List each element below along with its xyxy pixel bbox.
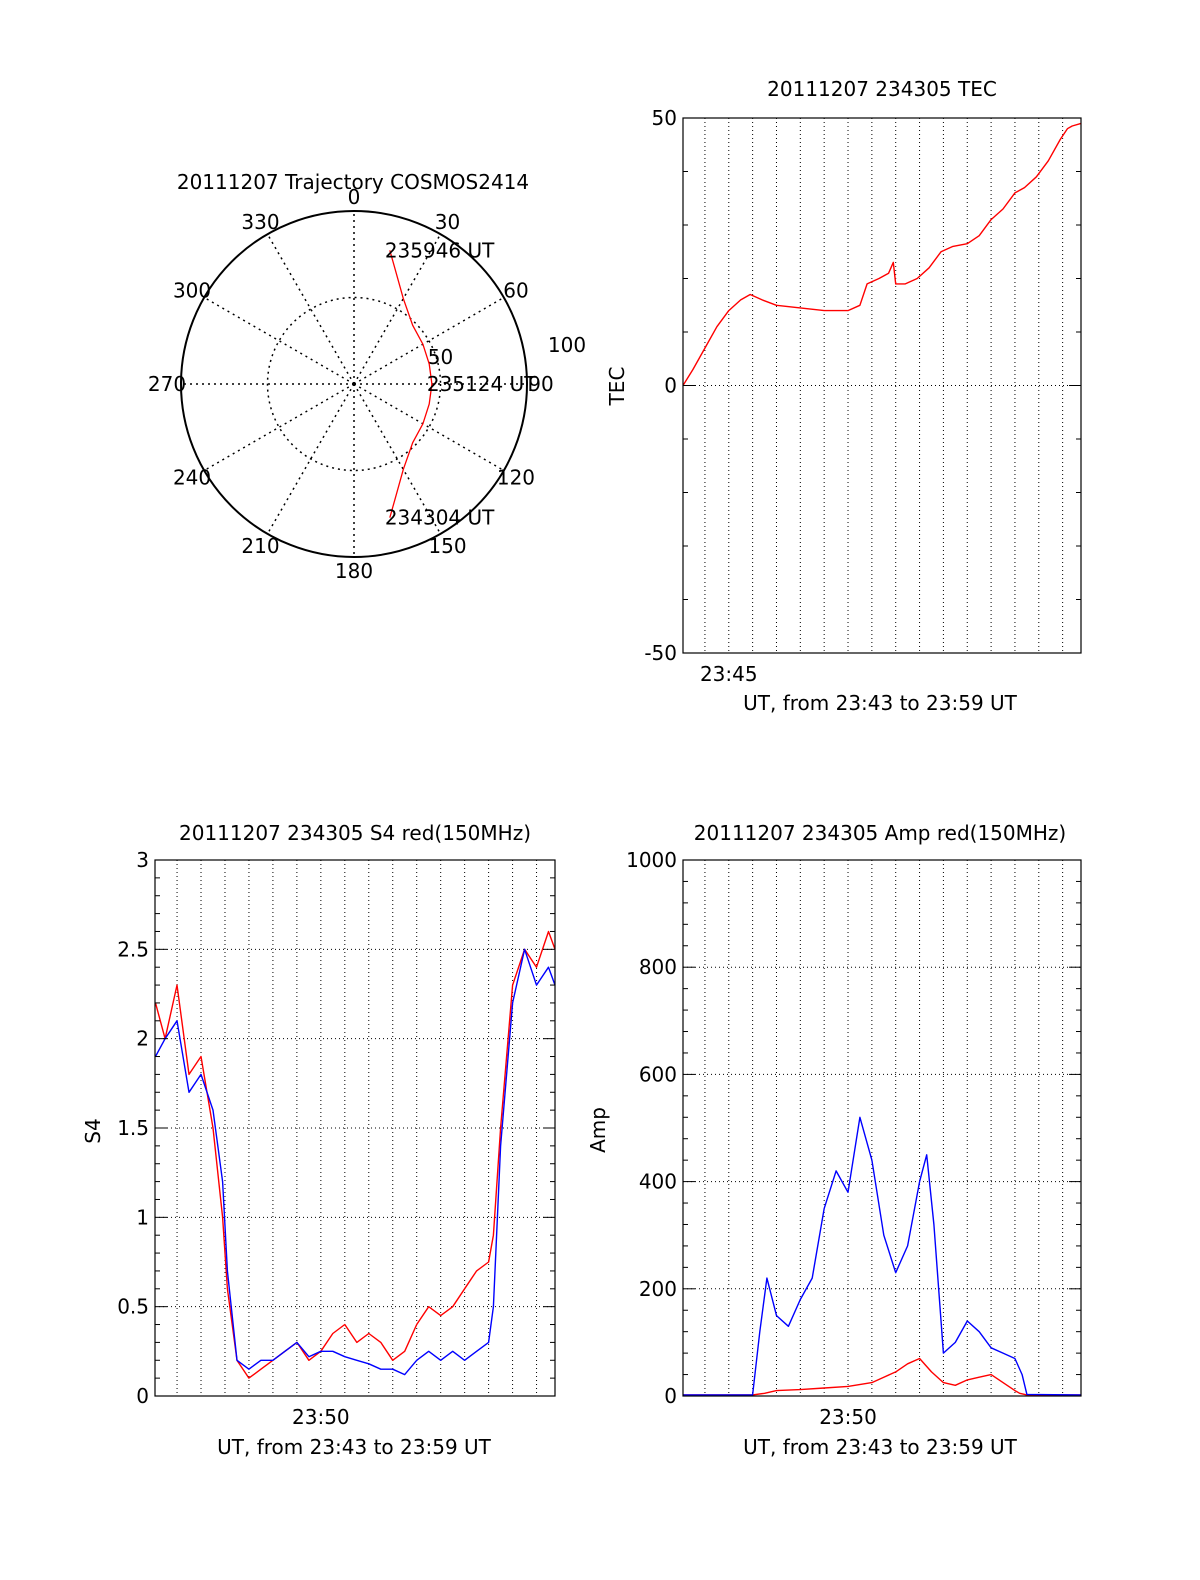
amp-series-blue <box>683 1116 1082 1396</box>
amp-title: 20111207 234305 Amp red(150MHz) <box>694 821 1066 845</box>
polar-angle-label-270: 270 <box>148 372 186 396</box>
polar-angle-label-210: 210 <box>241 534 279 558</box>
polar-radial-label-100: 100 <box>548 333 586 357</box>
amp-ytick-label: 200 <box>639 1277 677 1301</box>
s4-ytick-label: 0 <box>136 1384 149 1408</box>
tec-ytick-label: -50 <box>644 641 677 665</box>
amp-ytick-label: 0 <box>664 1384 677 1408</box>
s4-ytick-label: 0.5 <box>117 1295 149 1319</box>
amp-xtick-label: 23:50 <box>819 1405 877 1429</box>
s4-series-blue <box>154 948 556 1376</box>
polar-annotation-0: 235946 UT <box>385 238 495 262</box>
polar-title: 20111207 Trajectory COSMOS2414 <box>177 170 529 194</box>
tec-ytick-label: 50 <box>652 106 677 130</box>
amp-plot: 20111207 234305 Amp red(150MHz) UT, from… <box>586 821 1082 1459</box>
s4-ytick-label: 1.5 <box>117 1116 149 1140</box>
polar-outer-ring <box>180 210 528 558</box>
tec-xtick-label: 23:45 <box>700 662 758 686</box>
s4-series-red <box>154 930 556 1379</box>
amp-ytick-label: 600 <box>639 1062 677 1086</box>
polar-radial-label-50: 50 <box>428 345 453 369</box>
tec-ylabel: TEC <box>605 367 629 407</box>
polar-annotation-2: 234304 UT <box>385 506 495 530</box>
amp-xlabel: UT, from 23:43 to 23:59 UT <box>743 1435 1018 1459</box>
polar-spoke-330 <box>266 233 355 385</box>
s4-ytick-label: 2 <box>136 1027 149 1051</box>
amp-ylabel: Amp <box>586 1107 610 1153</box>
s4-ytick-label: 1 <box>136 1205 149 1229</box>
polar-spoke-120 <box>353 383 505 472</box>
amp-ytick-label: 800 <box>639 955 677 979</box>
polar-angle-label-300: 300 <box>173 279 211 303</box>
tec-frame <box>682 117 1082 654</box>
s4-plot: 20111207 234305 S4 red(150MHz) UT, from … <box>81 821 556 1459</box>
amp-ytick-label: 1000 <box>626 848 677 872</box>
amp-series-red <box>683 1357 1081 1396</box>
polar-angle-label-150: 150 <box>428 534 466 558</box>
amp-frame <box>682 859 1082 1397</box>
polar-angle-label-120: 120 <box>497 466 535 490</box>
polar-annotation-1: 235124 UT <box>427 372 537 396</box>
polar-spoke-300 <box>203 296 355 385</box>
tec-plot: 20111207 234305 TEC UT, from 23:43 to 23… <box>605 77 1082 715</box>
polar-angle-label-0: 0 <box>348 185 361 209</box>
s4-ytick-label: 3 <box>136 848 149 872</box>
s4-xtick-label: 23:50 <box>292 1405 350 1429</box>
polar-angle-label-330: 330 <box>241 210 279 234</box>
polar-angle-label-90: 90 <box>528 372 553 396</box>
tec-xlabel: UT, from 23:43 to 23:59 UT <box>743 691 1018 715</box>
tec-title: 20111207 234305 TEC <box>767 77 997 101</box>
polar-spoke-60 <box>353 296 505 385</box>
polar-spoke-240 <box>203 383 355 472</box>
s4-title: 20111207 234305 S4 red(150MHz) <box>179 821 531 845</box>
tec-ytick-label: 0 <box>664 374 677 398</box>
polar-angle-label-240: 240 <box>173 466 211 490</box>
polar-trajectory-line <box>389 250 433 518</box>
s4-ylabel: S4 <box>81 1118 105 1143</box>
polar-trajectory-plot: 20111207 Trajectory COSMOS2414 0 30 60 90 12… <box>148 170 586 583</box>
amp-ytick-label: 400 <box>639 1170 677 1194</box>
polar-spoke-210 <box>266 383 355 535</box>
tec-series-red <box>682 122 1082 386</box>
s4-xlabel: UT, from 23:43 to 23:59 UT <box>217 1435 492 1459</box>
polar-spoke-150 <box>353 383 442 535</box>
polar-ring-50 <box>266 296 442 472</box>
polar-angle-label-60: 60 <box>503 279 528 303</box>
s4-ytick-label: 2.5 <box>117 937 149 961</box>
polar-angle-label-180: 180 <box>335 559 373 583</box>
polar-angle-label-30: 30 <box>435 210 460 234</box>
polar-spoke-30 <box>353 233 442 385</box>
